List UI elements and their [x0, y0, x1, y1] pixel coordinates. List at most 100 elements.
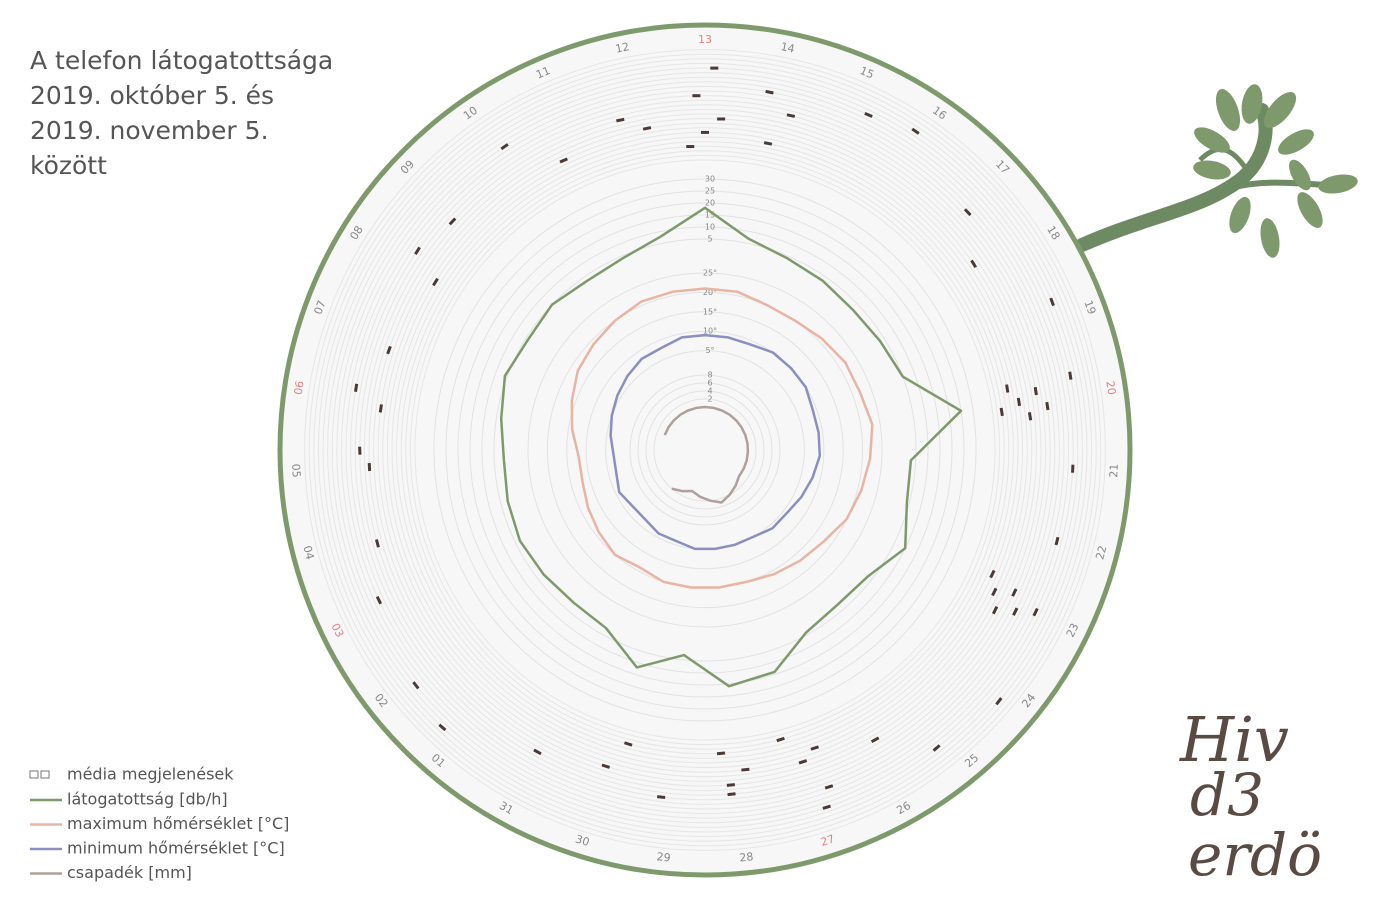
- day-label: 22: [1093, 544, 1109, 561]
- session-mark: [1045, 401, 1050, 411]
- grid-ring: [445, 190, 965, 710]
- hour-ring: [317, 62, 1093, 838]
- session-mark: [686, 145, 695, 149]
- session-mark: [692, 94, 701, 98]
- day-label: 03: [328, 621, 346, 639]
- grid-ring: [629, 374, 781, 526]
- hour-ring: [336, 81, 1074, 819]
- session-mark: [963, 208, 972, 217]
- outer-circle: [277, 22, 1133, 878]
- hour-ring: [382, 127, 1028, 773]
- day-label: 14: [779, 40, 795, 56]
- title-line: A telefon látogatottsága: [30, 46, 333, 75]
- hour-ring: [373, 118, 1037, 782]
- session-mark: [726, 783, 735, 787]
- session-mark: [412, 681, 420, 690]
- day-label: 12: [614, 40, 630, 56]
- ring-tick-label: 25°: [703, 269, 717, 278]
- tree: [1075, 84, 1358, 258]
- ring-tick-label: 30: [705, 175, 715, 184]
- session-mark: [1054, 536, 1060, 546]
- grid-ring: [527, 272, 883, 628]
- session-mark: [1032, 607, 1039, 617]
- session-mark: [367, 462, 372, 472]
- day-label: 18: [1044, 223, 1062, 242]
- day-label: 04: [301, 544, 317, 561]
- day-label: 28: [739, 850, 754, 864]
- session-mark: [798, 759, 808, 765]
- session-mark: [533, 748, 542, 756]
- hour-ring: [400, 145, 1010, 755]
- session-mark: [432, 277, 439, 287]
- session-mark: [701, 130, 709, 134]
- ring-tick-label: 20: [705, 199, 715, 208]
- session-mark: [765, 89, 774, 95]
- ring-tick-label: 20°: [703, 288, 717, 297]
- grid-ring: [493, 238, 917, 662]
- day-label: 15: [858, 64, 876, 81]
- series-line: [499, 206, 963, 688]
- day-label: 26: [894, 799, 913, 817]
- legend-label: minimum hőmérséklet [°C]: [67, 839, 285, 858]
- hour-ring: [396, 141, 1014, 759]
- ring-tick-label: 4: [707, 387, 712, 396]
- session-mark: [989, 569, 996, 579]
- hour-ring: [350, 95, 1060, 805]
- day-label: 07: [312, 299, 329, 317]
- hour-ring: [354, 99, 1056, 801]
- session-mark: [375, 595, 383, 605]
- day-label: 11: [534, 64, 552, 81]
- hour-ring: [340, 85, 1070, 815]
- legend-label: látogatottság [db/h]: [67, 790, 228, 809]
- ring-tick-label: 15°: [703, 307, 717, 316]
- hour-ring: [414, 159, 996, 741]
- hour-ring: [322, 67, 1088, 833]
- session-mark: [559, 157, 568, 164]
- session-mark: [1005, 384, 1010, 393]
- session-mark: [932, 744, 941, 752]
- title: A telefon látogatottsága 2019. október 5.…: [30, 46, 333, 180]
- session-mark: [616, 117, 625, 123]
- session-mark: [999, 407, 1004, 417]
- day-label: 19: [1081, 299, 1098, 317]
- series-line: [570, 287, 874, 589]
- ring-tick-label: 10°: [703, 327, 717, 336]
- session-mark: [1033, 386, 1038, 396]
- session-mark: [991, 605, 999, 615]
- series-line: [609, 333, 822, 551]
- session-mark: [642, 126, 652, 131]
- session-mark: [786, 113, 796, 118]
- day-label: 30: [574, 832, 591, 849]
- title-line: között: [30, 151, 107, 180]
- session-mark: [741, 767, 750, 772]
- session-mark: [354, 383, 359, 393]
- session-mark: [870, 736, 880, 743]
- legend-icon: [29, 770, 39, 779]
- logo-text: erdö: [1188, 821, 1322, 889]
- session-mark: [386, 345, 392, 355]
- hour-ring: [331, 76, 1079, 824]
- ring-tick-label: 5: [707, 235, 712, 244]
- session-mark: [358, 446, 362, 455]
- session-mark: [864, 112, 873, 118]
- session-mark: [1068, 371, 1073, 380]
- ring-tick-label: 6: [707, 379, 712, 388]
- ring-tick-label: 15: [705, 211, 715, 220]
- session-mark: [1071, 464, 1075, 473]
- hour-ring: [308, 53, 1102, 847]
- hour-ring: [405, 150, 1005, 750]
- hour-ring: [409, 154, 1001, 746]
- grid-ring: [469, 214, 941, 686]
- session-mark: [1011, 588, 1018, 597]
- series-line: [663, 405, 750, 504]
- session-mark: [378, 404, 383, 413]
- session-mark: [1049, 297, 1055, 307]
- marks: [354, 66, 1075, 810]
- grid-ring: [645, 390, 765, 510]
- legend-label: maximum hőmérséklet [°C]: [67, 814, 289, 833]
- session-mark: [500, 143, 509, 151]
- logo-text: Hiv: [1179, 703, 1289, 776]
- session-mark: [727, 792, 736, 797]
- hour-ring: [363, 108, 1047, 792]
